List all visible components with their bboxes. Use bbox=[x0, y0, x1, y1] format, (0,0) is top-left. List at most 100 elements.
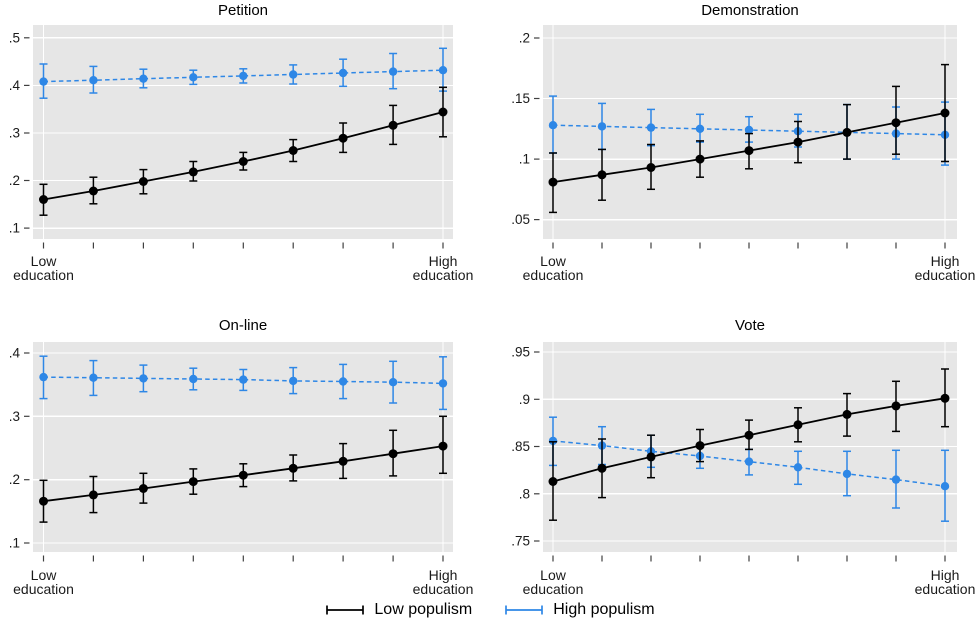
panel-title-online: On-line bbox=[218, 317, 268, 334]
data-point bbox=[88, 490, 98, 500]
data-point bbox=[39, 496, 48, 506]
data-point bbox=[338, 68, 348, 78]
svg-text:Low: Low bbox=[540, 253, 567, 269]
data-point bbox=[891, 475, 901, 484]
data-point bbox=[388, 120, 398, 130]
svg-text:.2: .2 bbox=[9, 472, 20, 487]
markers-low-populism bbox=[39, 107, 448, 204]
svg-text:High: High bbox=[931, 253, 960, 269]
data-point bbox=[139, 374, 148, 383]
data-point bbox=[138, 177, 148, 186]
data-point bbox=[646, 123, 656, 132]
svg-text:education: education bbox=[413, 581, 474, 597]
data-point bbox=[188, 477, 198, 487]
data-point bbox=[548, 121, 558, 130]
panel-demonstration: Demonstration .05.1.15.2 Low education High… bbox=[490, 0, 980, 300]
legend-item-high-populism: High populism bbox=[504, 601, 655, 619]
data-point bbox=[89, 373, 98, 382]
svg-text:.4: .4 bbox=[9, 78, 21, 93]
svg-text:education: education bbox=[523, 267, 584, 283]
data-point bbox=[39, 195, 48, 204]
data-point bbox=[289, 376, 298, 386]
gridlines bbox=[33, 25, 453, 239]
svg-text:.2: .2 bbox=[9, 173, 20, 188]
svg-text:Low: Low bbox=[31, 567, 58, 583]
panel-title-petition: Petition bbox=[217, 2, 269, 19]
data-point bbox=[940, 482, 950, 491]
data-point bbox=[239, 375, 248, 384]
data-point bbox=[842, 469, 852, 479]
data-point bbox=[744, 457, 754, 466]
data-point bbox=[695, 441, 705, 451]
markers-high-populism bbox=[39, 372, 448, 388]
data-point bbox=[88, 186, 98, 196]
data-point bbox=[548, 436, 558, 446]
svg-text:.9: .9 bbox=[519, 392, 530, 407]
data-point bbox=[793, 137, 803, 147]
markers-high-populism bbox=[39, 66, 448, 86]
series-line-high-populism bbox=[552, 440, 946, 487]
svg-text:High: High bbox=[931, 567, 960, 583]
svg-text:.15: .15 bbox=[511, 91, 530, 106]
axis-ticks bbox=[534, 351, 946, 562]
markers-low-populism bbox=[39, 441, 448, 506]
data-point bbox=[940, 393, 950, 403]
svg-text:.5: .5 bbox=[9, 30, 20, 45]
data-point bbox=[39, 372, 48, 382]
data-point bbox=[891, 401, 901, 411]
markers-low-populism bbox=[548, 393, 950, 486]
data-point bbox=[646, 452, 656, 462]
gridlines bbox=[543, 342, 957, 552]
data-point bbox=[438, 441, 448, 451]
svg-text:.95: .95 bbox=[511, 345, 530, 360]
legend-label-low-populism: Low populism bbox=[374, 601, 473, 618]
svg-text:.1: .1 bbox=[9, 221, 20, 236]
panel-title-demonstration: Demonstration bbox=[701, 2, 799, 19]
svg-text:education: education bbox=[13, 581, 74, 597]
data-point bbox=[39, 77, 48, 86]
y-axis-tick-labels: .1 .2 .3 .4 .5 bbox=[9, 30, 21, 235]
panel-title-vote: Vote bbox=[734, 317, 766, 334]
data-point bbox=[438, 66, 448, 75]
data-point bbox=[744, 125, 754, 135]
series-line-high-populism bbox=[43, 69, 444, 83]
data-point bbox=[388, 449, 398, 459]
data-point bbox=[139, 74, 148, 83]
axis-ticks bbox=[534, 37, 946, 249]
data-point bbox=[388, 378, 398, 387]
gridlines bbox=[543, 25, 957, 239]
data-point bbox=[89, 76, 98, 85]
panel-petition: Petition .1.2.3.4.5 Low education High educa… bbox=[0, 0, 490, 300]
svg-text:.1: .1 bbox=[519, 152, 530, 167]
data-point bbox=[597, 170, 607, 180]
svg-text:.85: .85 bbox=[511, 439, 530, 454]
legend-symbol-high-populism bbox=[505, 605, 544, 615]
svg-text:education: education bbox=[13, 267, 74, 283]
plot-area bbox=[33, 25, 453, 239]
data-point bbox=[695, 124, 705, 133]
data-point bbox=[597, 122, 607, 131]
data-point bbox=[189, 73, 198, 82]
svg-text:.4: .4 bbox=[9, 346, 21, 361]
data-point bbox=[288, 463, 298, 473]
legend-item-low-populism: Low populism bbox=[325, 601, 472, 619]
markers-low-populism bbox=[548, 108, 950, 187]
data-point bbox=[239, 71, 248, 81]
legend-label-high-populism: High populism bbox=[553, 601, 655, 618]
markers-high-populism bbox=[548, 436, 950, 491]
legend: Low populism High populism bbox=[0, 601, 980, 619]
svg-text:High: High bbox=[429, 253, 458, 269]
svg-text:education: education bbox=[523, 581, 584, 597]
axis-ticks bbox=[24, 37, 444, 249]
svg-text:.05: .05 bbox=[511, 212, 530, 227]
series-line-high-populism bbox=[43, 376, 444, 385]
svg-text:.8: .8 bbox=[519, 486, 530, 501]
axis-ticks bbox=[24, 352, 444, 562]
